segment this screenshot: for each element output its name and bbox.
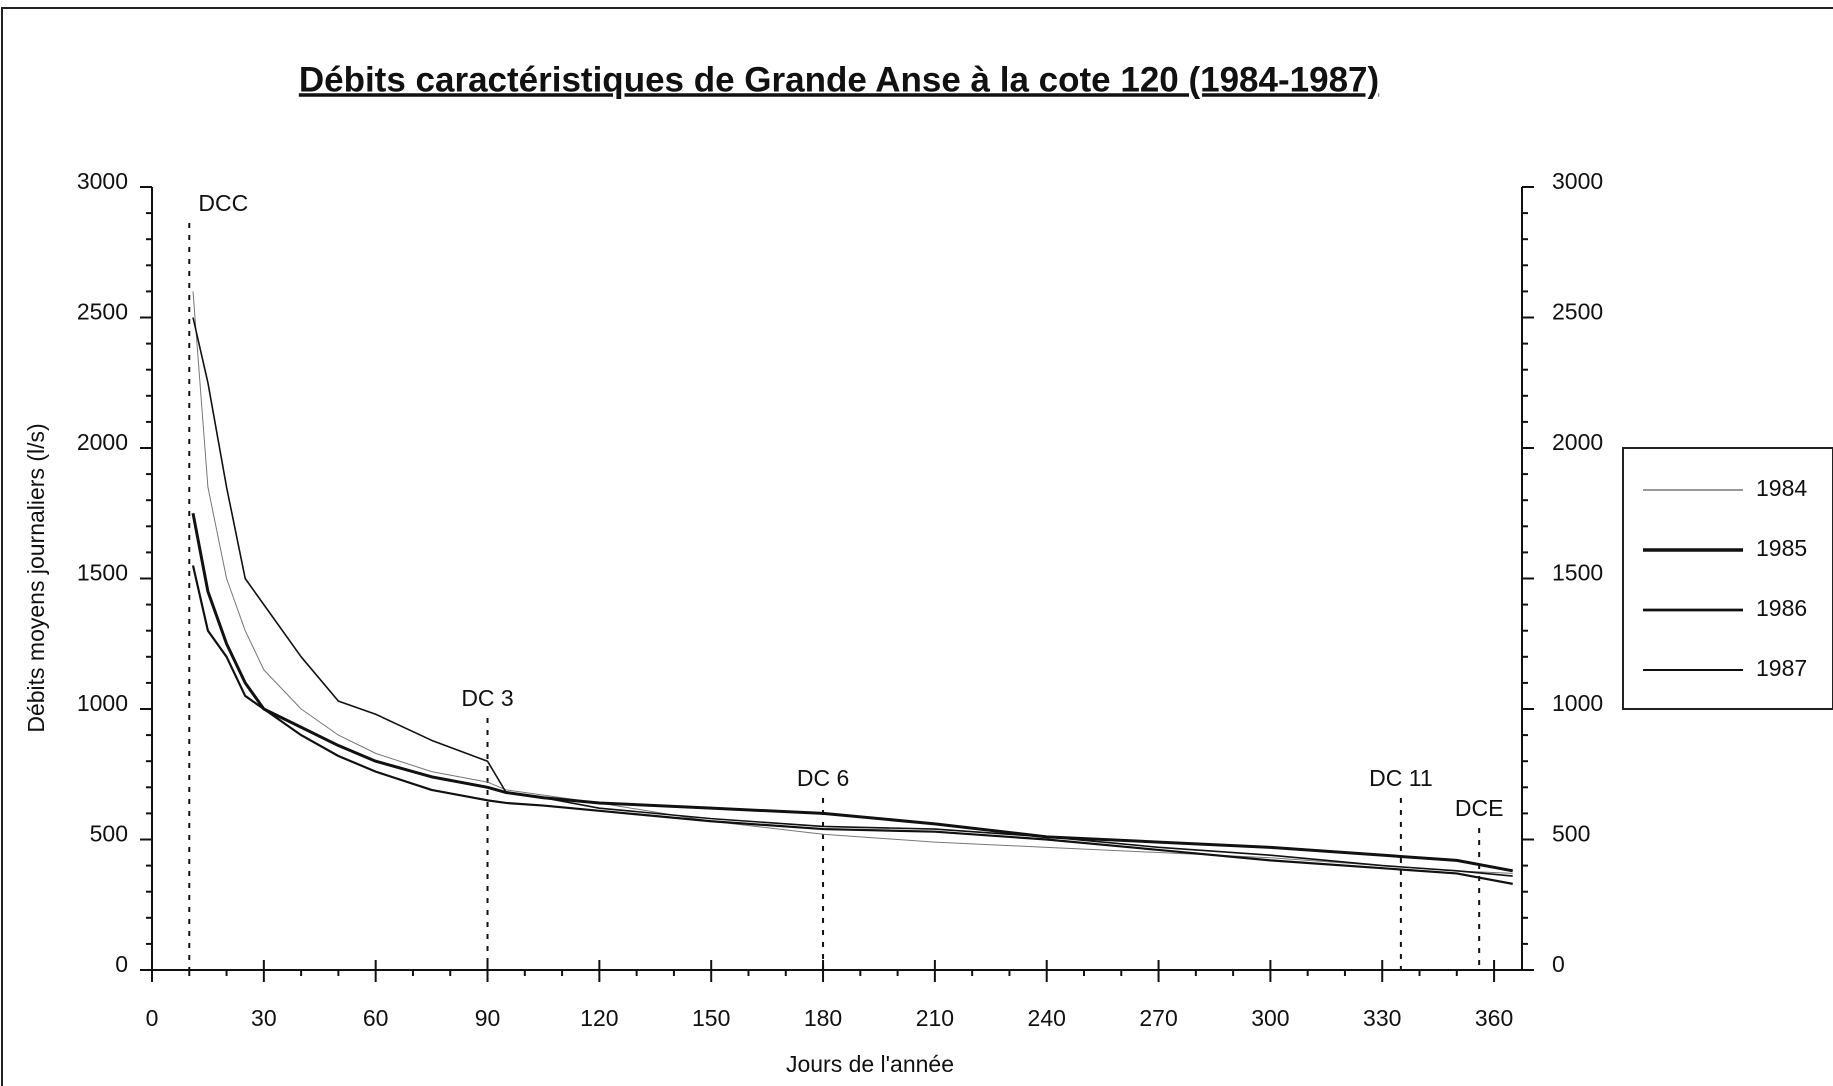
x-tick-label: 180 [804,1005,842,1031]
legend-label: 1987 [1756,655,1807,681]
y2-tick-label: 2500 [1552,299,1603,325]
annotation-label: DCC [198,190,248,216]
x-tick-label: 0 [146,1005,159,1031]
x-tick-label: 30 [251,1005,277,1031]
y-axis-title: Débits moyens journaliers (l/s) [23,423,49,732]
x-tick-label: 330 [1363,1005,1401,1031]
y-tick-label: 1500 [77,560,128,586]
frame [1,7,1833,1086]
legend-label: 1986 [1756,595,1807,621]
legend-label: 1985 [1756,535,1807,561]
y2-tick-label: 1500 [1552,560,1603,586]
y-tick-label: 3000 [77,168,128,194]
x-tick-label: 240 [1028,1005,1066,1031]
legend-box [1622,447,1833,710]
x-tick-label: 120 [580,1005,618,1031]
legend-label: 1984 [1756,475,1807,501]
x-tick-label: 300 [1251,1005,1289,1031]
x-axis-title: Jours de l'année [786,1051,954,1077]
x-tick-label: 270 [1139,1005,1177,1031]
chart-title: Débits caractéristiques de Grande Anse à… [299,60,1379,99]
y-tick-label: 500 [90,821,128,847]
y-tick-label: 2000 [77,429,128,455]
series-line [192,317,1513,877]
series-line [191,565,1513,885]
series-line [192,291,1513,874]
x-tick-label: 90 [475,1005,501,1031]
annotation-label: DC 11 [1369,765,1433,791]
y-tick-label: 2500 [77,299,128,325]
annotation-label: DCE [1455,795,1504,821]
series-line [191,512,1513,873]
y2-tick-label: 500 [1552,821,1590,847]
y2-tick-label: 2000 [1552,429,1603,455]
y2-tick-label: 1000 [1552,690,1603,716]
y2-tick-label: 3000 [1552,168,1603,194]
x-tick-label: 210 [916,1005,954,1031]
x-tick-label: 150 [692,1005,730,1031]
x-tick-label: 360 [1475,1005,1513,1031]
y2-tick-label: 0 [1552,951,1565,977]
y-tick-label: 1000 [77,690,128,716]
annotation-label: DC 3 [461,685,513,711]
annotation-label: DC 6 [797,765,849,791]
x-tick-label: 60 [363,1005,389,1031]
y-tick-label: 0 [115,951,128,977]
